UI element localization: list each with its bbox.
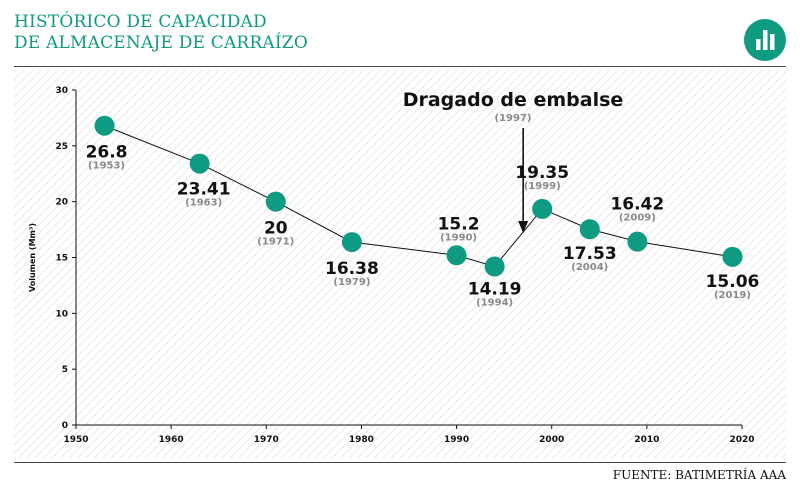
data-value-label: 16.38	[325, 259, 379, 279]
data-point	[341, 232, 362, 253]
data-value-label: 20	[264, 219, 288, 239]
y-tick-label: 20	[55, 198, 68, 208]
data-value-label: 15.06	[706, 272, 760, 292]
y-tick-label: 5	[62, 365, 68, 375]
data-value-label: 16.42	[610, 195, 664, 215]
data-value-label: 19.35	[515, 163, 569, 183]
data-year-label: (1994)	[476, 298, 513, 309]
bar-chart-icon	[744, 19, 786, 61]
y-axis-label: Volumen (Mm³)	[28, 223, 37, 292]
x-tick-label: 2020	[729, 435, 754, 445]
data-year-label: (2019)	[714, 290, 751, 301]
data-point	[532, 198, 553, 219]
x-tick-label: 1950	[63, 435, 88, 445]
source-note: FUENTE: BATIMETRÍA AAA	[612, 468, 786, 482]
data-year-label: (1990)	[440, 232, 477, 243]
data-point	[484, 256, 505, 277]
x-tick-label: 2000	[539, 435, 564, 445]
data-point	[94, 115, 115, 136]
chart-title-line-1: HISTÓRICO DE CAPACIDAD	[14, 12, 267, 32]
data-value-label: 26.8	[86, 143, 128, 163]
data-year-label: (1979)	[333, 277, 370, 288]
y-tick-label: 10	[55, 309, 68, 319]
y-tick-label: 30	[55, 86, 68, 96]
annotation-year-label: (1997)	[495, 113, 532, 124]
y-tick-label: 25	[55, 142, 68, 152]
data-value-label: 17.53	[563, 244, 617, 264]
data-point	[189, 153, 210, 174]
data-year-label: (1963)	[185, 198, 222, 209]
data-point	[446, 245, 467, 266]
plot-background	[14, 70, 786, 458]
data-point	[722, 246, 743, 267]
y-tick-label: 15	[55, 254, 68, 264]
annotation-label: Dragado de embalse	[403, 89, 624, 111]
chart-title-line-2: DE ALMACENAJE DE CARRAÍZO	[14, 33, 308, 53]
data-value-label: 14.19	[468, 280, 522, 300]
data-value-label: 15.2	[438, 214, 480, 234]
data-value-label: 23.41	[177, 180, 231, 200]
data-year-label: (2009)	[619, 213, 656, 224]
x-tick-label: 2010	[634, 435, 659, 445]
data-year-label: (2004)	[571, 262, 608, 273]
top-divider	[14, 66, 786, 67]
x-tick-label: 1960	[159, 435, 184, 445]
y-tick-label: 0	[62, 421, 68, 431]
series-line	[104, 125, 733, 268]
data-year-label: (1953)	[88, 161, 125, 172]
annotation-arrow-head	[518, 221, 529, 233]
data-year-label: (1999)	[524, 181, 561, 192]
bottom-divider	[14, 462, 786, 463]
data-point	[265, 191, 286, 212]
x-tick-label: 1990	[444, 435, 469, 445]
x-tick-label: 1980	[349, 435, 374, 445]
data-point	[627, 231, 648, 252]
data-point	[579, 219, 600, 240]
chart-title: HISTÓRICO DE CAPACIDAD DE ALMACENAJE DE …	[14, 12, 308, 54]
data-year-label: (1971)	[257, 237, 294, 248]
x-tick-label: 1970	[254, 435, 279, 445]
